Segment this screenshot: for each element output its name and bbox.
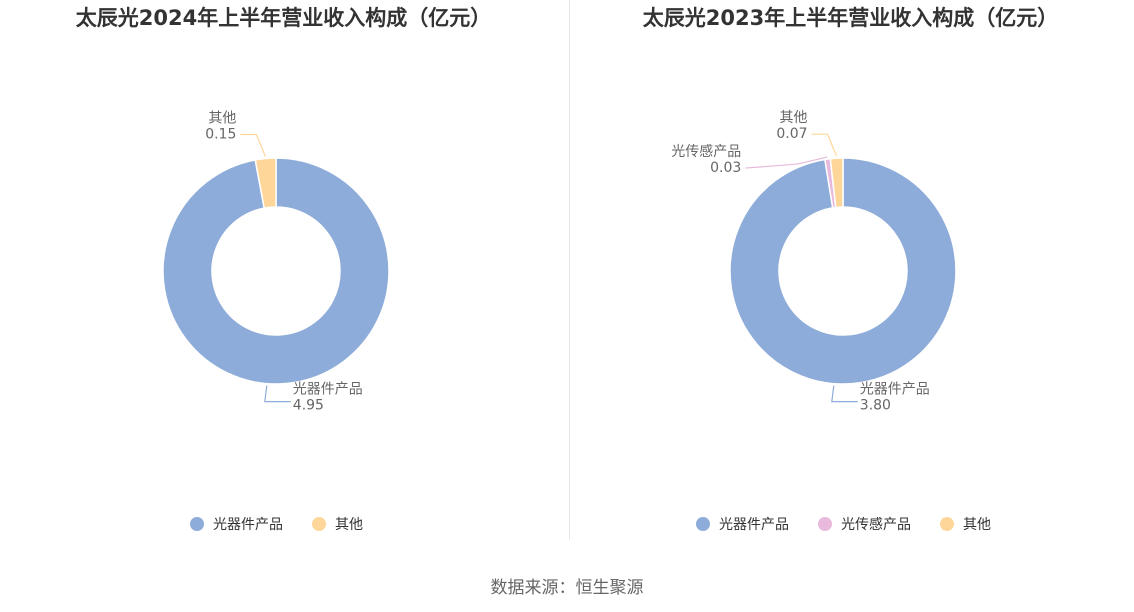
legend-item-e585b6e4bb96[interactable]: 其他 bbox=[940, 517, 991, 533]
slice-label-value: 0.07 bbox=[776, 126, 807, 142]
chart-title: 太辰光2023年上半年营业收入构成（亿元） bbox=[642, 6, 1059, 30]
slice-label-value: 0.15 bbox=[205, 126, 236, 142]
donut-slice-e585b6e4bb96 bbox=[254, 157, 277, 209]
slice-label-name: 光传感产品 bbox=[671, 143, 741, 160]
legend-swatch bbox=[818, 517, 832, 531]
legend-item-e58589e599a8e4bbb6[interactable]: 光器件产品 bbox=[190, 517, 283, 533]
chart-panel-2024: 太辰光2024年上半年营业收入构成（亿元） 光器件产品 4.95 其他 0.15 光器件… bbox=[0, 0, 567, 560]
leader-line-e58589e599a8e4bbb6 bbox=[831, 385, 858, 403]
slice-label-name: 光器件产品 bbox=[860, 382, 930, 398]
legend-swatch bbox=[312, 517, 326, 531]
donut-slice-e58589e599a8e4bbb6 bbox=[729, 157, 957, 385]
slice-label-name: 其他 bbox=[780, 110, 808, 126]
slice-label-value: 4.95 bbox=[293, 398, 324, 414]
leader-line-e585b6e4bb96 bbox=[811, 133, 838, 157]
legend-label: 其他 bbox=[335, 517, 363, 533]
slice-label-value: 3.80 bbox=[860, 398, 891, 414]
legend-swatch bbox=[696, 517, 710, 531]
donut-slices bbox=[729, 157, 957, 385]
leader-line-e58589e4bca0e6849f bbox=[745, 156, 828, 169]
legend-label: 光器件产品 bbox=[213, 517, 283, 533]
donut-slice-e585b6e4bb96 bbox=[829, 157, 844, 209]
chart-panel-2023: 太辰光2023年上半年营业收入构成（亿元） 光器件产品 3.80 光传感产品 0.03… bbox=[567, 0, 1134, 560]
legend-item-e58589e4bca0e6849f[interactable]: 光传感产品 bbox=[818, 516, 911, 533]
legend: 光器件产品 其他 bbox=[190, 517, 363, 533]
legend: 光器件产品 光传感产品 其他 bbox=[696, 516, 991, 533]
chart-title: 太辰光2024年上半年营业收入构成（亿元） bbox=[75, 6, 492, 30]
donut-slices bbox=[162, 157, 390, 385]
slice-label-name: 光器件产品 bbox=[293, 382, 363, 398]
data-source: 数据来源：恒生聚源 bbox=[490, 578, 644, 598]
slice-label-value: 0.03 bbox=[710, 160, 741, 176]
panel-divider bbox=[569, 0, 570, 540]
legend-label: 光器件产品 bbox=[719, 517, 789, 533]
donut-slice-e58589e599a8e4bbb6 bbox=[162, 157, 390, 385]
legend-label: 光传感产品 bbox=[841, 516, 911, 533]
legend-item-e58589e599a8e4bbb6[interactable]: 光器件产品 bbox=[696, 517, 789, 533]
legend-swatch bbox=[190, 517, 204, 531]
slice-label-name: 其他 bbox=[208, 110, 236, 126]
legend-item-e585b6e4bb96[interactable]: 其他 bbox=[312, 517, 363, 533]
legend-swatch bbox=[940, 517, 954, 531]
leader-line-e58589e599a8e4bbb6 bbox=[264, 385, 291, 403]
legend-label: 其他 bbox=[963, 517, 991, 533]
leader-line-e585b6e4bb96 bbox=[240, 133, 266, 157]
